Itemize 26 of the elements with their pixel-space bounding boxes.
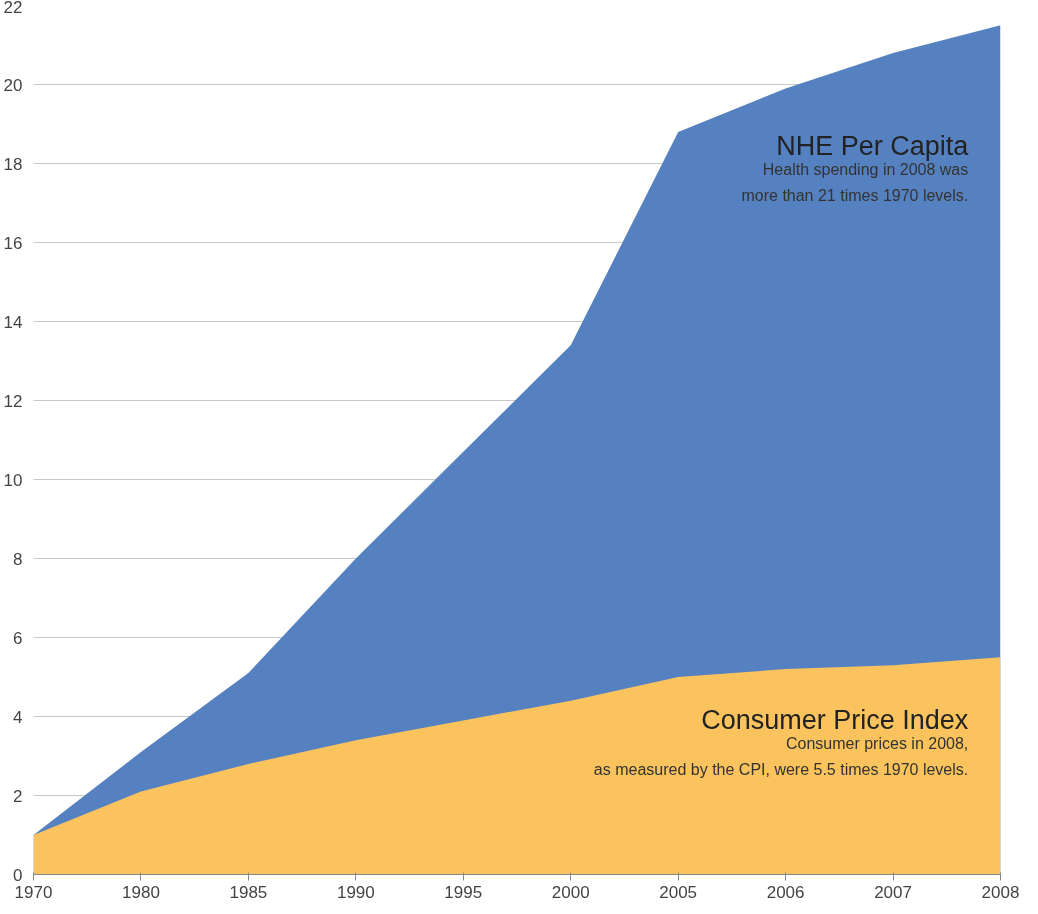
x-tick-label: 1985 (229, 882, 268, 902)
x-tick-label: 2000 (551, 882, 590, 902)
x-tick-label: 2005 (659, 882, 698, 902)
y-tick-label: 22 (3, 0, 23, 17)
annotation: Health spending in 2008 was more than 21 times 1970 levels. (741, 161, 969, 204)
y-tick-label: 2 (13, 786, 23, 806)
x-tick-label: 1970 (14, 882, 53, 902)
series-label: NHE Per Capita (776, 131, 970, 162)
annotation: Consumer prices in 2008, as measured by the CPI, were 5.5 times 1970 levels. (593, 735, 969, 778)
y-tick-label: 16 (3, 233, 23, 253)
y-tick-label: 10 (3, 470, 23, 490)
y-tick-label: 12 (3, 391, 23, 411)
x-tick-label: 2008 (981, 882, 1020, 902)
x-tick-label: 2006 (766, 882, 805, 902)
y-tick-label: 14 (3, 312, 23, 332)
y-tick-label: 18 (3, 154, 23, 174)
y-tick-label: 20 (3, 75, 23, 95)
x-tick-label: 2007 (874, 882, 912, 902)
y-tick-label: 6 (13, 628, 23, 648)
x-tick-label: 1995 (444, 882, 483, 902)
y-tick-label: 4 (13, 707, 23, 727)
x-tick-label: 1980 (122, 882, 160, 902)
y-tick-label: 0 (13, 865, 23, 885)
y-tick-label: 8 (13, 549, 23, 569)
x-tick-label: 1990 (336, 882, 375, 902)
series-label: Consumer Price Index (701, 705, 969, 736)
